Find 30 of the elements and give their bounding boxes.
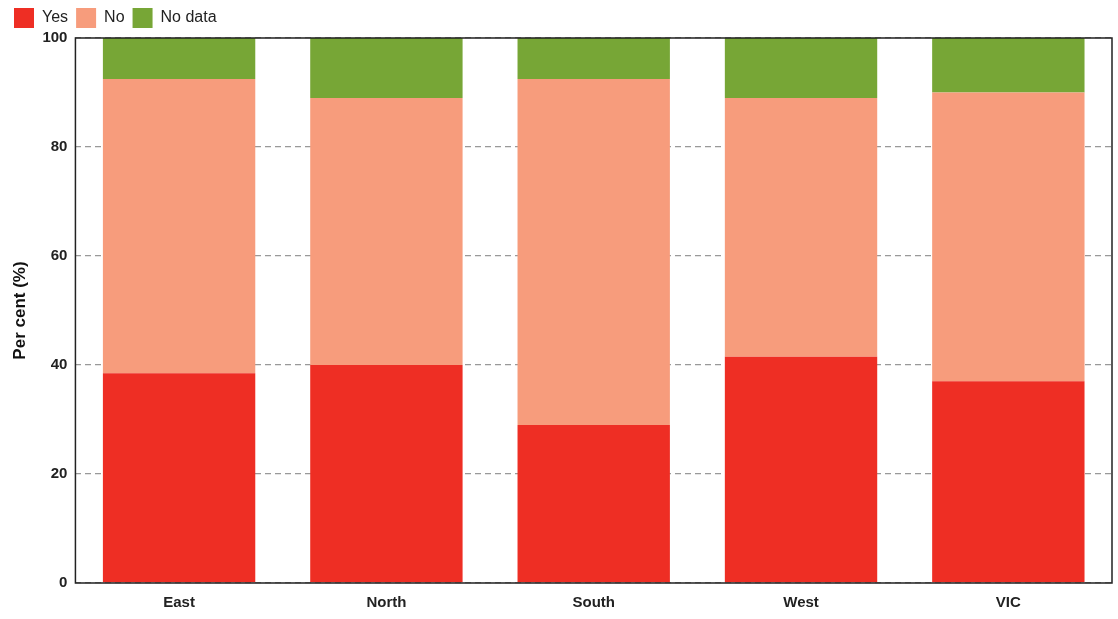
legend-label: Yes: [42, 8, 69, 26]
legend-label: No: [104, 8, 125, 26]
y-axis-title: Per cent (%): [9, 261, 29, 360]
legend-label: No data: [160, 8, 217, 26]
bar: [102, 38, 256, 79]
y-tick-label: 40: [50, 355, 68, 373]
bar: [517, 38, 670, 79]
bar: [310, 38, 463, 98]
bar: [724, 38, 878, 98]
bar: [310, 97, 463, 365]
x-tick-label: East: [163, 593, 195, 611]
y-tick-label: 80: [50, 137, 68, 155]
bar: [932, 38, 1085, 93]
bar: [517, 424, 670, 583]
x-tick-label: VIC: [995, 593, 1022, 611]
x-tick-label: North: [366, 593, 407, 611]
bar: [932, 381, 1085, 583]
y-tick-label: 0: [59, 573, 68, 591]
bar: [932, 92, 1085, 382]
x-tick-label: West: [783, 593, 819, 611]
bar: [517, 78, 670, 425]
y-tick-label: 20: [50, 464, 68, 482]
x-tick-label: South: [572, 593, 615, 611]
y-tick-label: 100: [42, 28, 68, 46]
bar: [724, 356, 878, 583]
bar: [724, 97, 878, 357]
bar: [102, 78, 256, 374]
bar: [102, 373, 256, 583]
y-tick-label: 60: [50, 246, 68, 264]
bar: [310, 365, 463, 583]
